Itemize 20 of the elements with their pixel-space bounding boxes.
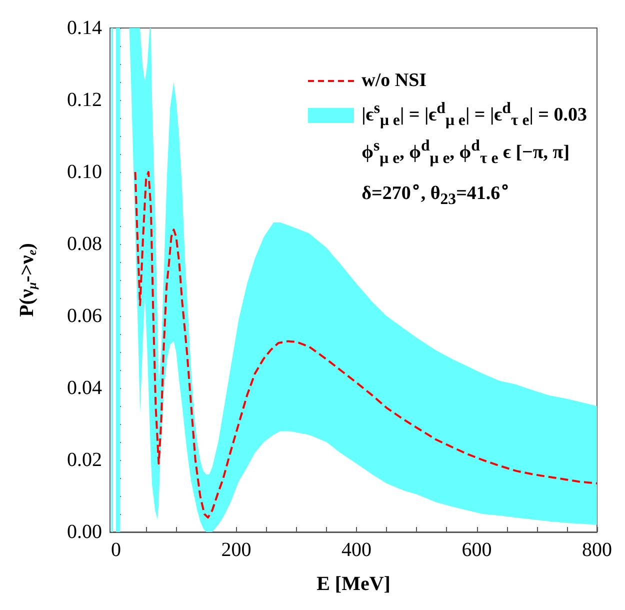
y-tick-label: 0.10: [67, 161, 102, 183]
annotation: δ=270$^{∘}$, θ$_{23}$=41.6$^{∘}$: [362, 178, 510, 208]
legend-label: w/o NSI: [362, 70, 427, 92]
x-tick-label: 400: [342, 539, 372, 561]
x-tick-label: 600: [462, 539, 492, 561]
x-axis-title: E [MeV]: [316, 573, 390, 595]
x-tick-label: 200: [221, 539, 252, 561]
text: ϕ$^{s}$$_{μ e}$, ϕ$^{d}$$_{μ e}$, ϕ$^{d}$$_{τ e}$ ϵ [−π, π]: [362, 138, 570, 168]
y-tick-label: 0.02: [67, 449, 102, 471]
y-tick-label: 0.08: [67, 233, 102, 255]
x-tick-label: 800: [582, 539, 612, 561]
y-tick-label: 0.14: [67, 17, 102, 39]
y-axis-title: P(νμ->νe): [16, 243, 39, 317]
y-tick-label: 0.00: [67, 521, 102, 543]
y-tick-label: 0.06: [67, 305, 102, 327]
line-series: [134, 171, 598, 519]
text: |ϵ$^{s}$$_{μ e}$| = |ϵ$^{d}$$_{μ e}$| = |ϵ$^{d}$$_{τ e}$| = 0.03: [362, 100, 587, 130]
x-tick-label: 0: [111, 539, 122, 561]
y-tick-label: 0.12: [67, 89, 102, 111]
y-tick-label: 0.04: [67, 377, 102, 399]
